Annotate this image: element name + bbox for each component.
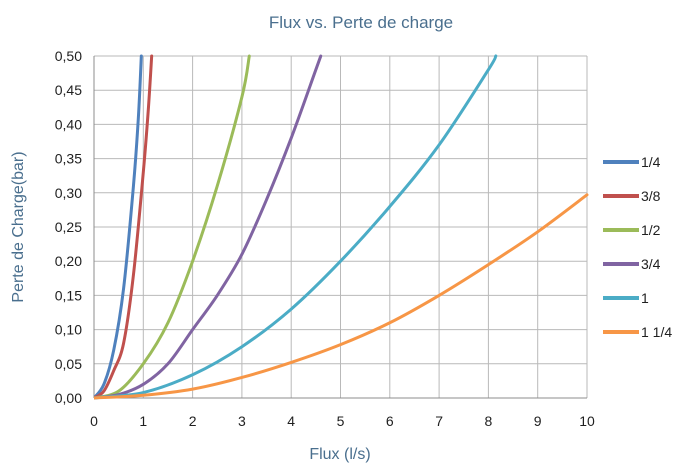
legend-label: 1 1/4 [641, 324, 672, 340]
y-tick-label: 0,25 [55, 219, 82, 235]
y-tick-label: 0,15 [55, 287, 82, 303]
y-axis-tick-labels: 0,00 0,05 0,10 0,15 0,20 0,25 0,30 0,35 0,40 0,45… [55, 48, 82, 406]
series-line-2 [94, 54, 154, 400]
series-line-6 [94, 193, 589, 400]
axes [93, 56, 587, 399]
x-tick-label: 3 [238, 413, 246, 429]
legend-label: 1/2 [641, 222, 661, 238]
series-line-5 [94, 54, 498, 400]
legend: 1/4 3/8 1/2 3/4 1 1 1/4 [603, 154, 672, 340]
x-axis-tick-labels: 0 1 2 3 4 5 6 7 8 9 10 [90, 413, 595, 429]
series-line-1 [94, 54, 143, 400]
x-tick-label: 2 [189, 413, 197, 429]
legend-item: 3/8 [603, 188, 661, 204]
series-lines [94, 54, 589, 400]
y-tick-label: 0,35 [55, 151, 82, 167]
x-tick-label: 4 [287, 413, 295, 429]
series-line-3 [94, 54, 251, 400]
gridlines [94, 55, 588, 398]
x-tick-label: 7 [435, 413, 443, 429]
x-axis-title: Flux (l/s) [309, 446, 370, 463]
y-tick-label: 0,05 [55, 356, 82, 372]
legend-label: 3/8 [641, 188, 661, 204]
x-tick-label: 1 [139, 413, 147, 429]
x-tick-label: 9 [534, 413, 542, 429]
legend-label: 3/4 [641, 256, 661, 272]
series-line-4 [94, 54, 323, 400]
x-tick-label: 0 [90, 413, 98, 429]
y-tick-label: 0,45 [55, 82, 82, 98]
chart-title: Flux vs. Perte de charge [269, 13, 453, 32]
legend-item: 3/4 [603, 256, 661, 272]
legend-item: 1 [603, 290, 649, 306]
y-tick-label: 0,10 [55, 322, 82, 338]
y-tick-label: 0,30 [55, 185, 82, 201]
y-axis-title: Perte de Charge(bar) [10, 151, 27, 302]
x-tick-label: 8 [485, 413, 493, 429]
x-tick-label: 5 [337, 413, 345, 429]
y-tick-label: 0,50 [55, 48, 82, 64]
x-tick-label: 10 [579, 413, 595, 429]
y-tick-label: 0,00 [55, 390, 82, 406]
legend-label: 1/4 [641, 154, 661, 170]
y-tick-label: 0,40 [55, 116, 82, 132]
legend-item: 1 1/4 [603, 324, 672, 340]
y-tick-label: 0,20 [55, 253, 82, 269]
legend-label: 1 [641, 290, 649, 306]
legend-item: 1/2 [603, 222, 661, 238]
legend-item: 1/4 [603, 154, 661, 170]
x-tick-label: 6 [386, 413, 394, 429]
